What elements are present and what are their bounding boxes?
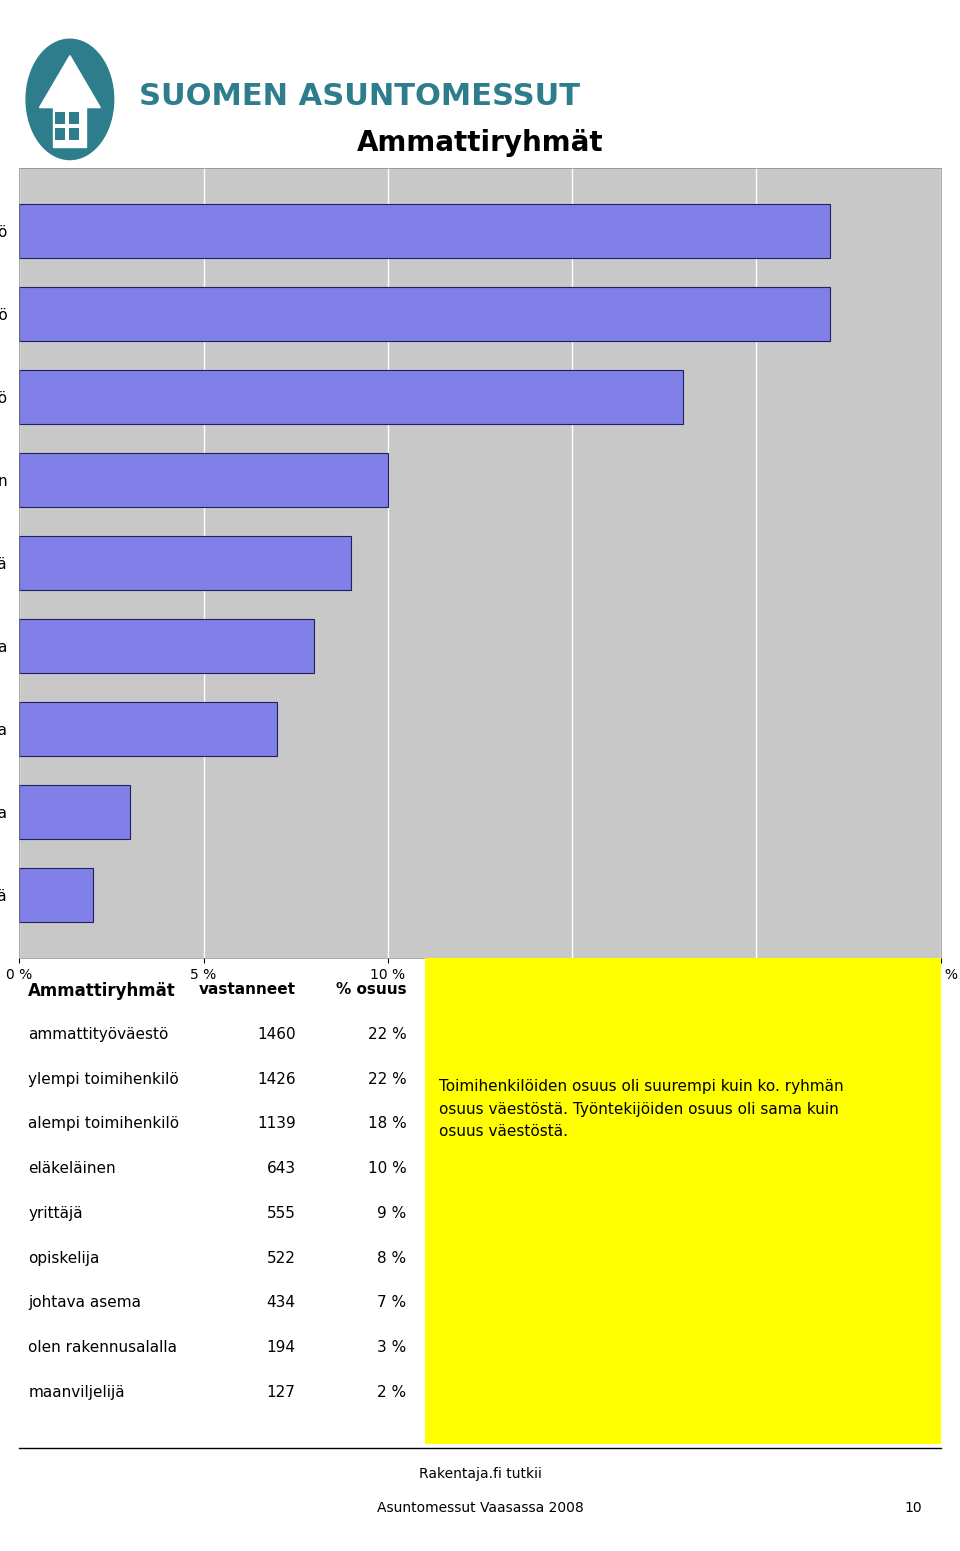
- FancyBboxPatch shape: [69, 129, 79, 141]
- Text: 22 %: 22 %: [368, 1027, 406, 1042]
- Text: johtava asema: johtava asema: [29, 1295, 141, 1311]
- Text: 555: 555: [267, 1205, 296, 1221]
- Text: 127: 127: [267, 1385, 296, 1399]
- Text: opiskelija: opiskelija: [29, 1250, 100, 1266]
- Text: Ammattiryhmät: Ammattiryhmät: [29, 982, 177, 1000]
- Text: 1426: 1426: [257, 1072, 296, 1087]
- Text: SUOMEN ASUNTOMESSUT: SUOMEN ASUNTOMESSUT: [139, 82, 580, 112]
- Text: 643: 643: [267, 1162, 296, 1176]
- Text: 434: 434: [267, 1295, 296, 1311]
- Text: 8 %: 8 %: [377, 1250, 406, 1266]
- Text: maanviljelijä: maanviljelijä: [29, 1385, 125, 1399]
- Text: Toimihenkilöiden osuus oli suurempi kuin ko. ryhmän
osuus väestöstä. Työntekijöi: Toimihenkilöiden osuus oli suurempi kuin…: [439, 1079, 843, 1138]
- Title: Ammattiryhmät: Ammattiryhmät: [357, 129, 603, 157]
- Text: 194: 194: [267, 1340, 296, 1356]
- Text: Asuntomessut Vaasassa 2008: Asuntomessut Vaasassa 2008: [376, 1501, 584, 1515]
- Text: 522: 522: [267, 1250, 296, 1266]
- Bar: [19, 703, 277, 755]
- Text: alempi toimihenkilö: alempi toimihenkilö: [29, 1117, 180, 1131]
- Text: ammattityöväestö: ammattityöväestö: [29, 1027, 169, 1042]
- Text: 1460: 1460: [257, 1027, 296, 1042]
- Text: 9 %: 9 %: [377, 1205, 406, 1221]
- Bar: [19, 369, 683, 423]
- Text: % osuus: % osuus: [336, 982, 406, 997]
- Text: olen rakennusalalla: olen rakennusalalla: [29, 1340, 178, 1356]
- Bar: [19, 203, 830, 257]
- Text: eläkeläinen: eläkeläinen: [29, 1162, 116, 1176]
- Text: 1139: 1139: [257, 1117, 296, 1131]
- Text: 3 %: 3 %: [377, 1340, 406, 1356]
- FancyBboxPatch shape: [69, 112, 79, 124]
- Bar: [19, 785, 130, 839]
- Polygon shape: [39, 56, 100, 107]
- FancyBboxPatch shape: [55, 112, 65, 124]
- Bar: [19, 453, 388, 507]
- FancyBboxPatch shape: [55, 129, 65, 141]
- Text: yrittäjä: yrittäjä: [29, 1205, 84, 1221]
- Bar: [19, 619, 314, 673]
- Text: 10 %: 10 %: [368, 1162, 406, 1176]
- Text: 18 %: 18 %: [368, 1117, 406, 1131]
- Text: ylempi toimihenkilö: ylempi toimihenkilö: [29, 1072, 180, 1087]
- Bar: [19, 869, 93, 921]
- Ellipse shape: [26, 39, 113, 160]
- Text: 10: 10: [904, 1501, 923, 1515]
- Text: 22 %: 22 %: [368, 1072, 406, 1087]
- Text: 2 %: 2 %: [377, 1385, 406, 1399]
- Text: Rakentaja.fi tutkii: Rakentaja.fi tutkii: [419, 1467, 541, 1481]
- Bar: [19, 287, 830, 341]
- FancyBboxPatch shape: [54, 105, 86, 147]
- Bar: [19, 535, 351, 589]
- Text: vastanneet: vastanneet: [199, 982, 296, 997]
- FancyBboxPatch shape: [424, 959, 941, 1444]
- Text: 7 %: 7 %: [377, 1295, 406, 1311]
